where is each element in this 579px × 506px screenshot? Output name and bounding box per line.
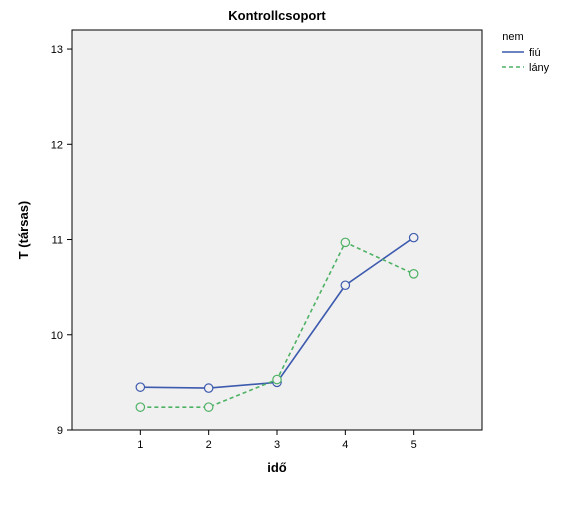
y-axis-label: T (társas) xyxy=(16,201,31,260)
chart-container: Kontrollcsoport91011121312345időT (társa… xyxy=(0,0,579,506)
x-tick-label: 5 xyxy=(411,439,417,451)
y-tick-label: 11 xyxy=(52,235,63,247)
y-tick-label: 13 xyxy=(51,44,63,56)
y-tick-label: 12 xyxy=(51,139,63,151)
line-chart: Kontrollcsoport91011121312345időT (társa… xyxy=(0,0,579,506)
x-axis-label: idő xyxy=(267,460,287,475)
legend-title: nem xyxy=(502,31,523,43)
series-marker xyxy=(341,281,349,289)
x-tick-label: 3 xyxy=(274,439,280,451)
x-tick-label: 4 xyxy=(342,439,348,451)
series-marker xyxy=(409,270,417,278)
x-tick-label: 1 xyxy=(137,439,143,451)
legend-label: lány xyxy=(529,62,550,74)
plot-area xyxy=(72,30,482,430)
series-marker xyxy=(136,383,144,391)
y-tick-label: 10 xyxy=(51,330,63,342)
series-marker xyxy=(409,233,417,241)
series-marker xyxy=(204,403,212,411)
y-tick-label: 9 xyxy=(57,425,63,437)
series-marker xyxy=(341,238,349,246)
legend-label: fiú xyxy=(529,47,541,59)
series-marker xyxy=(273,375,281,383)
series-marker xyxy=(204,384,212,392)
x-tick-label: 2 xyxy=(206,439,212,451)
series-marker xyxy=(136,403,144,411)
chart-title: Kontrollcsoport xyxy=(228,8,326,23)
